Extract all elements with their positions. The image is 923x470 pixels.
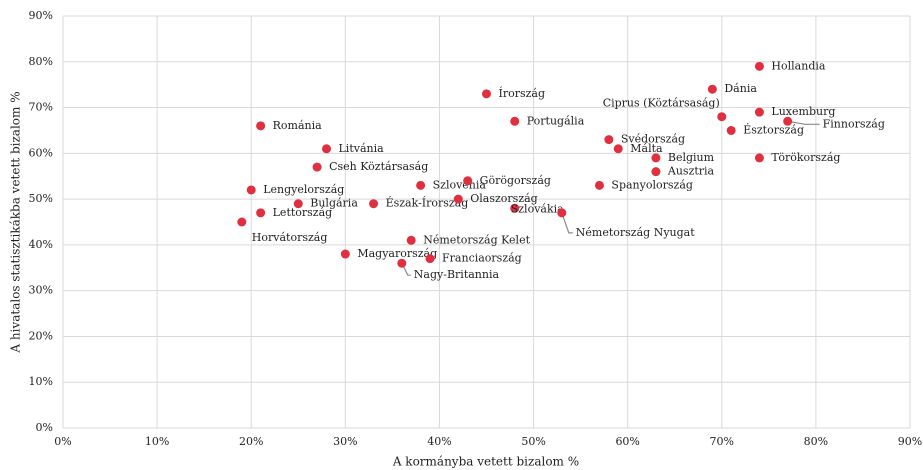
point-label: Németország Nyugat: [576, 226, 695, 239]
point: [256, 208, 266, 218]
point-label: Ciprus (Köztársaság): [603, 97, 720, 110]
point: [754, 153, 764, 163]
point-label: Litvánia: [339, 142, 385, 155]
point: [754, 61, 764, 71]
point: [651, 153, 661, 163]
point-label: Szlovákia: [511, 202, 564, 215]
point-label: Észtország: [743, 122, 804, 136]
point: [453, 194, 463, 204]
leader-line: [787, 120, 820, 125]
point-label: Belgium: [668, 151, 715, 164]
point: [293, 199, 303, 209]
point: [256, 121, 266, 131]
y-tick-label: 60%: [29, 146, 53, 159]
y-tick-label: 30%: [29, 284, 53, 297]
point-label: Svédország: [621, 133, 685, 146]
point-label: Románia: [273, 119, 322, 132]
point-label: Málta: [630, 142, 663, 155]
point: [397, 258, 407, 268]
point-label: Cseh Köztársaság: [329, 160, 428, 173]
y-tick-label: 50%: [29, 192, 53, 205]
point: [557, 208, 567, 218]
point-label: Magyarország: [357, 247, 437, 260]
point-label: Hollandia: [771, 59, 825, 72]
y-tick-label: 0%: [36, 421, 53, 434]
point: [340, 249, 350, 259]
point-label: Luxemburg: [771, 105, 835, 118]
point: [651, 167, 661, 177]
y-tick-label: 40%: [29, 238, 53, 251]
point: [416, 180, 426, 190]
point-label: Írország: [499, 86, 546, 100]
point: [594, 180, 604, 190]
leader-line: [561, 212, 573, 234]
x-tick-label: 80%: [804, 435, 828, 448]
point: [369, 199, 379, 209]
point: [707, 84, 717, 94]
x-tick-label: 50%: [521, 435, 545, 448]
point-label: Dánia: [724, 82, 757, 95]
point: [783, 116, 793, 126]
point: [237, 217, 247, 227]
point: [510, 116, 520, 126]
point: [425, 254, 435, 264]
point: [726, 125, 736, 135]
y-tick-label: 70%: [29, 101, 53, 114]
point: [463, 176, 473, 186]
point-label: Nagy-Britannia: [414, 268, 500, 281]
point-label: Bulgária: [310, 197, 358, 210]
y-tick-label: 80%: [29, 55, 53, 68]
point-label: Észak-Írország: [386, 196, 469, 210]
point-label: Görögország: [480, 174, 551, 187]
y-axis-title: A hivatalos statisztikákba vetett bizalo…: [9, 91, 23, 353]
x-axis-title: A kormányba vetett bizalom %: [392, 455, 579, 469]
y-tick-label: 10%: [29, 375, 53, 388]
x-tick-label: 0%: [54, 435, 71, 448]
x-tick-label: 10%: [145, 435, 169, 448]
point: [717, 112, 727, 122]
point-label: Finnország: [823, 117, 885, 130]
point: [510, 203, 520, 213]
point-label: Németország Kelet: [423, 233, 530, 246]
point: [613, 144, 623, 154]
point-label: Olaszország: [470, 192, 537, 205]
point-label: Lengyelország: [263, 183, 344, 196]
x-tick-label: 70%: [710, 435, 734, 448]
point: [754, 107, 764, 117]
x-tick-label: 60%: [615, 435, 639, 448]
x-tick-label: 20%: [239, 435, 263, 448]
y-tick-label: 20%: [29, 329, 53, 342]
point-label: Ausztria: [667, 165, 715, 178]
x-tick-label: 40%: [427, 435, 451, 448]
point: [406, 235, 416, 245]
point: [322, 144, 332, 154]
point: [312, 162, 322, 172]
y-tick-label: 90%: [29, 9, 53, 22]
x-tick-label: 30%: [333, 435, 357, 448]
point: [604, 135, 614, 145]
point-label: Spanyolország: [611, 178, 693, 191]
point-label: Törökország: [771, 151, 840, 164]
point-label: Szlovénia: [433, 178, 487, 191]
point-label: Horvátország: [252, 231, 328, 244]
point-label: Portugália: [527, 114, 585, 127]
point: [246, 185, 256, 195]
x-tick-label: 90%: [898, 435, 922, 448]
point-label: Franciaország: [442, 252, 522, 265]
point-label: Lettország: [273, 206, 333, 219]
point: [482, 89, 491, 99]
